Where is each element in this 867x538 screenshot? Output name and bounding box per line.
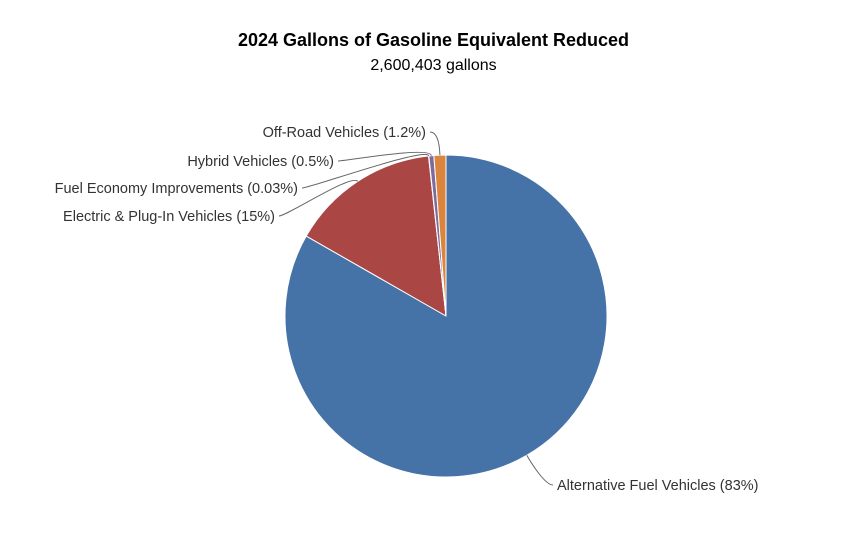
label-connector: [429, 131, 441, 156]
slice-label: Electric & Plug-In Vehicles (15%): [63, 209, 275, 225]
label-connector: [278, 179, 359, 217]
label-connector: [526, 455, 554, 486]
chart-subtitle: 2,600,403 gallons: [370, 57, 497, 74]
label-connector: [301, 153, 430, 189]
pie-slice[interactable]: [305, 155, 447, 317]
label-connectors: [278, 131, 554, 486]
chart-title: 2024 Gallons of Gasoline Equivalent Redu…: [237, 30, 630, 50]
slice-label: Off-Road Vehicles (1.2%): [263, 125, 426, 141]
slice-label: Fuel Economy Improvements (0.03%): [55, 181, 298, 197]
slice-labels: Alternative Fuel Vehicles (83%) Electric …: [55, 125, 759, 494]
slice-label: Hybrid Vehicles (0.5%): [187, 154, 334, 170]
label-connector: [337, 151, 432, 162]
pie-slices: [284, 154, 608, 478]
slice-label: Alternative Fuel Vehicles (83%): [557, 478, 759, 494]
